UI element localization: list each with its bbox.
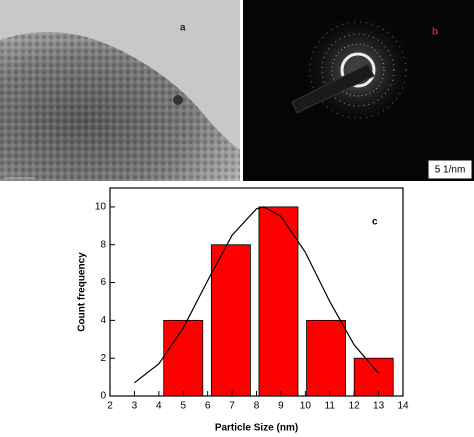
bar xyxy=(163,319,204,397)
x-tick-label: 2 xyxy=(107,401,113,412)
bar xyxy=(210,244,251,397)
x-tick-label: 12 xyxy=(349,401,361,412)
y-tick-label: 0 xyxy=(100,391,106,402)
y-tick-label: 4 xyxy=(100,315,106,326)
annotation: c xyxy=(372,217,378,228)
x-tick-label: 13 xyxy=(373,401,385,412)
bar xyxy=(258,206,299,397)
bar xyxy=(353,357,394,397)
bar xyxy=(306,319,346,397)
y-tick-label: 8 xyxy=(100,239,106,250)
x-tick-label: 11 xyxy=(325,401,336,412)
scale-bar-label: 5 1/nm xyxy=(435,165,466,176)
y-tick-label: 6 xyxy=(100,277,106,288)
fit-curve xyxy=(134,206,380,384)
y-axis-title: Count frequency xyxy=(77,252,88,332)
x-tick-label: 14 xyxy=(397,401,409,412)
y-tick-label: 10 xyxy=(95,202,107,213)
x-tick-label: 9 xyxy=(278,401,284,412)
x-tick-label: 8 xyxy=(254,401,260,412)
x-tick-label: 4 xyxy=(156,401,162,412)
x-tick-label: 10 xyxy=(300,401,312,412)
x-tick-label: 7 xyxy=(229,401,235,412)
x-axis-title: Particle Size (nm) xyxy=(215,423,298,434)
panel-a: a xyxy=(0,0,240,181)
panel-label: b xyxy=(432,27,438,38)
panel-b: 5 1/nm b xyxy=(243,0,474,181)
x-tick-label: 5 xyxy=(180,401,186,412)
panel-label: a xyxy=(180,23,186,34)
x-tick-label: 6 xyxy=(205,401,211,412)
x-tick-label: 3 xyxy=(132,401,138,412)
y-tick-label: 2 xyxy=(100,353,106,364)
